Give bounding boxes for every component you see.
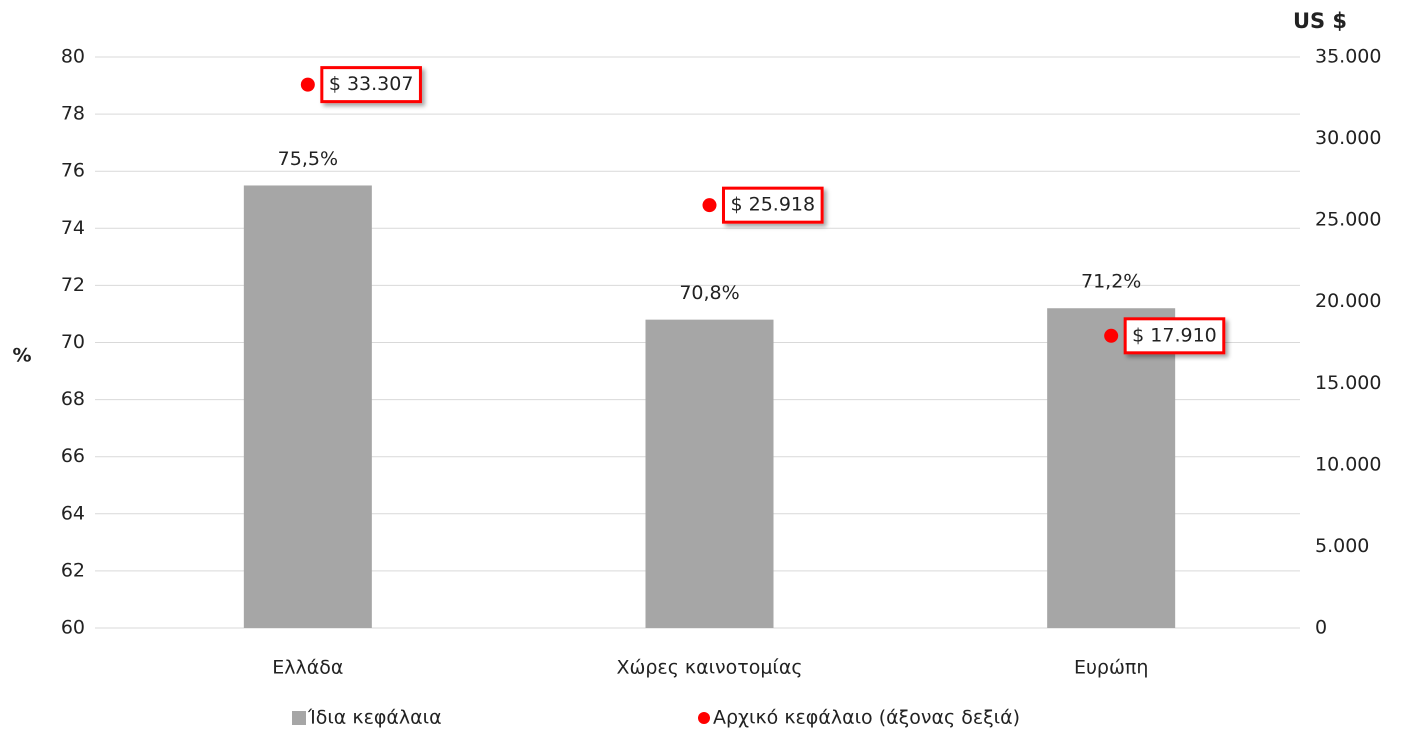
y-tick-label: 72	[61, 274, 85, 296]
data-label-box	[320, 66, 422, 104]
data-label: 70,8%	[679, 282, 739, 304]
y2-tick-label: 0	[1315, 617, 1327, 639]
y-tick-label: 74	[61, 217, 85, 239]
y2-tick-label: 25.000	[1315, 209, 1381, 231]
x-tick-label: Χώρες καινοτομίας	[616, 657, 802, 679]
point	[702, 198, 717, 213]
y-tick-label: 60	[61, 617, 85, 639]
point	[300, 77, 315, 92]
y-tick-label: 78	[61, 103, 85, 125]
y2-tick-label: 20.000	[1315, 290, 1381, 312]
data-label: 75,5%	[278, 148, 338, 170]
data-label: 71,2%	[1081, 271, 1141, 293]
bar	[1047, 308, 1176, 628]
y2-axis-title: US $	[1293, 9, 1347, 33]
y2-tick-label: 35.000	[1315, 46, 1381, 68]
legend-label: Αρχικό κεφάλαιο (άξονας δεξιά)	[713, 707, 1020, 729]
y-tick-label: 68	[61, 388, 85, 410]
y2-tick-label: 5.000	[1315, 535, 1369, 557]
y-tick-label: 80	[61, 46, 85, 68]
data-label-box	[722, 186, 824, 224]
y-tick-label: 66	[61, 445, 85, 467]
y-tick-label: 70	[61, 331, 85, 353]
legend-label: Ίδια κεφάλαια	[307, 707, 442, 729]
data-label: $ 33.307	[329, 73, 414, 95]
bar	[645, 319, 774, 628]
data-label-box	[1123, 317, 1226, 355]
legend-marker	[292, 711, 306, 725]
y-tick-label: 76	[61, 160, 85, 182]
y2-tick-label: 30.000	[1315, 127, 1381, 149]
y2-tick-label: 15.000	[1315, 372, 1381, 394]
legend-marker	[698, 712, 710, 724]
data-label: $ 25.918	[731, 194, 816, 216]
data-label: $ 17.910	[1132, 324, 1217, 346]
x-tick-label: Ελλάδα	[272, 657, 343, 679]
x-tick-label: Ευρώπη	[1074, 657, 1148, 679]
y-tick-label: 62	[61, 559, 85, 581]
bar	[243, 185, 372, 628]
y-tick-label: 64	[61, 502, 85, 524]
y2-tick-label: 10.000	[1315, 453, 1381, 475]
point	[1104, 328, 1119, 343]
y-axis-title: %	[12, 345, 31, 367]
